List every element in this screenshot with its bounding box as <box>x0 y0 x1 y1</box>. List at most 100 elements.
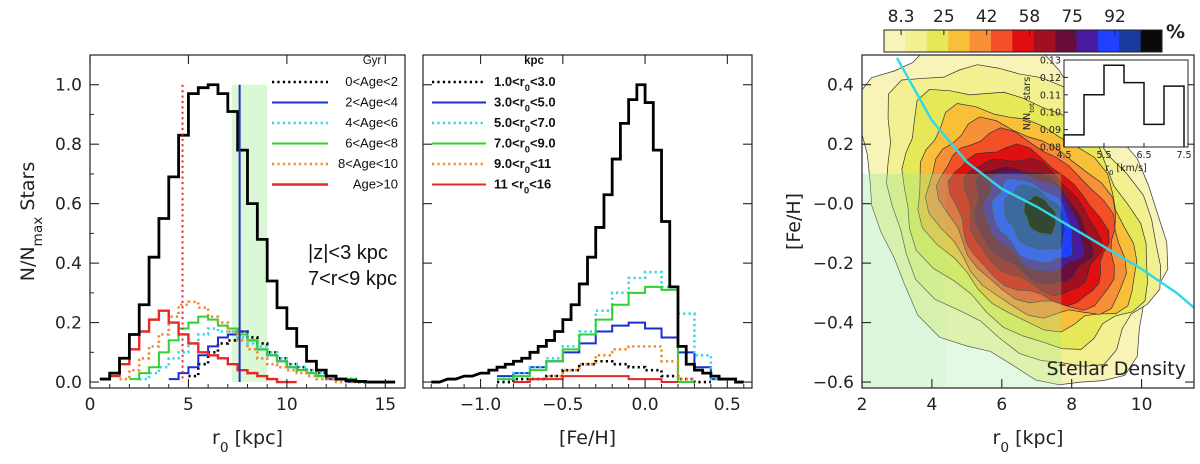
colorbar-tick-label: 75 <box>1061 7 1083 27</box>
inset-x-label: r0 [km/s] <box>1105 163 1147 177</box>
legend-label-4: 9.0<r0<11 <box>494 156 551 175</box>
x-tick-label: 6 <box>996 395 1007 415</box>
inset-x-tick-label: 6.5 <box>1136 150 1151 161</box>
x-tick-label: −1.0 <box>460 395 501 415</box>
colorbar-swatch-1 <box>905 30 928 52</box>
inset-frame <box>1063 59 1189 148</box>
x-label-unit: [kpc] <box>1009 427 1063 449</box>
inset-x-unit: [km/s] <box>1113 163 1146 174</box>
legend-label-sub: 0 <box>525 145 530 155</box>
inset-y-tick-label: 0.12 <box>1040 73 1061 84</box>
y-tick-label: −0.6 <box>813 373 854 393</box>
legend-label-1: 3.0<r0<5.0 <box>494 95 556 114</box>
x-tick-label: 8 <box>1066 395 1077 415</box>
legend-label-sub: 0 <box>524 186 529 196</box>
series-line-6 <box>99 83 396 384</box>
inset-x-tick-label: 4.5 <box>1056 150 1071 161</box>
legend-label-sub: 0 <box>525 104 530 114</box>
legend-label-a: 7.0<r <box>494 136 525 151</box>
x-tick-label: −0.5 <box>542 395 583 415</box>
colorbar-swatch-4 <box>969 30 992 52</box>
annotation-line-1: 7<r<9 kpc <box>308 268 397 290</box>
y-tick-label: 0.2 <box>55 314 82 334</box>
legend-label-sub: 0 <box>525 83 530 93</box>
y-tick-label: 0.4 <box>55 254 82 274</box>
y-axis-label: [Fe/H] <box>783 193 805 250</box>
legend-header: Gyr <box>363 55 382 67</box>
inset-y-main: N/N <box>1022 113 1033 130</box>
colorbar-swatch-7 <box>1033 30 1056 52</box>
legend-label-3: 6<Age<8 <box>345 136 398 151</box>
colorbar-frame <box>883 29 1163 53</box>
series-line-5 <box>99 309 297 384</box>
legend-label-2: 4<Age<6 <box>345 115 398 130</box>
y-tick-label: −0.2 <box>813 254 854 274</box>
colorbar-swatch-0 <box>884 30 906 52</box>
inset-y-tail: stars <box>1022 77 1033 103</box>
x-label-unit: [kpc] <box>229 427 283 449</box>
legend-label-a: 11 <r <box>494 177 524 192</box>
colorbar-tick-label: 8.3 <box>888 7 915 27</box>
colorbar-swatch-3 <box>948 30 970 52</box>
x-label-sub: 0 <box>220 440 229 456</box>
green-overlay-0 <box>862 173 946 388</box>
y-tick-label: −0.4 <box>813 314 854 334</box>
legend-label-sub: 0 <box>525 124 530 134</box>
y-label-sub: max <box>30 217 46 247</box>
series-line-6 <box>431 83 744 384</box>
legend-label-a: 9.0<r <box>494 156 525 171</box>
legend-label-b: <3.0 <box>530 74 556 89</box>
x-tick-label: 0 <box>85 395 96 415</box>
annotation-line-0: |z|<3 kpc <box>308 242 388 264</box>
y-label-main: N/N <box>17 246 39 281</box>
legend-label-5: 11 <r0<16 <box>494 177 551 196</box>
legend-label-b: <16 <box>529 177 551 192</box>
y-tick-label: 0.8 <box>55 135 82 155</box>
legend-header: kpc <box>524 55 544 67</box>
x-label-sub: 0 <box>1000 440 1009 456</box>
inset-x-tick-label: 5.5 <box>1096 150 1111 161</box>
legend-label-b: <11 <box>530 156 551 171</box>
x-tick-label: 4 <box>926 395 937 415</box>
x-axis-label: [Fe/H] <box>559 427 616 449</box>
series-line-3 <box>497 285 695 384</box>
y-tick-label: 1.0 <box>55 76 82 96</box>
y-label-tail: Stars <box>17 162 39 217</box>
colorbar-unit: % <box>1166 21 1185 43</box>
x-tick-label: 15 <box>374 395 396 415</box>
right-panel: 2 4 6 8 10−0.6−0.4−0.2−0.00.20.4r0 [kpc][Fe/… <box>783 7 1195 456</box>
green-overlay-1 <box>945 173 1062 388</box>
x-tick-label: 10 <box>1131 395 1153 415</box>
legend-label-0: 1.0<r0<3.0 <box>494 74 556 93</box>
colorbar-swatch-10 <box>1097 30 1120 52</box>
inset-y-tick-label: 0.10 <box>1040 108 1061 119</box>
y-tick-label: 0.2 <box>827 135 854 155</box>
colorbar-swatch-11 <box>1119 30 1141 52</box>
inset-histogram <box>1063 64 1185 147</box>
colorbar-swatch-8 <box>1055 30 1077 52</box>
legend-label-2: 5.0<r0<7.0 <box>494 115 556 134</box>
colorbar-swatch-5 <box>990 30 1013 52</box>
inset-x-tick-label: 7.5 <box>1176 150 1191 161</box>
colorbar-tick-label: 42 <box>976 7 998 27</box>
legend-label-b: <9.0 <box>530 136 556 151</box>
series-line-4 <box>529 345 695 381</box>
legend-label-a: 5.0<r <box>494 115 525 130</box>
x-axis-label: r0 [kpc] <box>212 427 283 456</box>
middle-panel: −1.0 −0.5 0.0 0.5[Fe/H]kpc1.0<r0<3.03.0<r0<… <box>422 54 753 449</box>
x-tick-label: 2 <box>857 395 868 415</box>
legend-label-4: 8<Age<10 <box>338 156 398 171</box>
legend-label-a: 3.0<r <box>494 95 525 110</box>
inset-y-label: N/Ntot stars <box>1022 77 1036 130</box>
legend-label-sub: 0 <box>525 165 530 175</box>
legend-label-3: 7.0<r0<9.0 <box>494 136 556 155</box>
x-tick-label: 0.5 <box>714 395 741 415</box>
legend-label-b: <5.0 <box>530 95 556 110</box>
inset-y-tick-label: 0.13 <box>1040 56 1061 67</box>
x-tick-label: 10 <box>276 395 298 415</box>
legend-label-5: Age>10 <box>353 177 398 192</box>
colorbar-swatch-9 <box>1076 30 1099 52</box>
left-panel: 0 5 10 150.00.20.40.60.81.0r0 [kpc]N/Nmax S… <box>17 54 406 456</box>
y-tick-label: 0.0 <box>55 373 82 393</box>
